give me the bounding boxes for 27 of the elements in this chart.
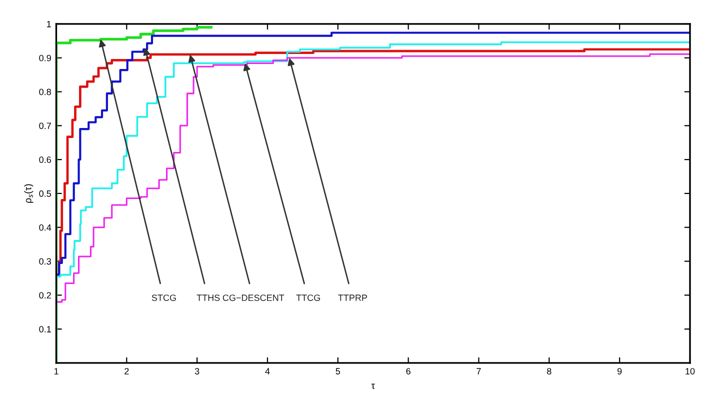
x-tick-label: 3 (194, 368, 200, 374)
y-tick-label: 1 (47, 21, 51, 28)
annotation: CG−DESCENT (222, 294, 284, 301)
annotation: TTHS (196, 294, 220, 301)
x-tick-label: 8 (547, 368, 552, 374)
y-tick-label: 0.7 (39, 122, 51, 130)
y-tick-label: 0.3 (39, 258, 51, 265)
y-tick-label: 0.4 (39, 224, 52, 231)
x-tick-label: 1 (54, 368, 58, 374)
x-tick-label: 4 (265, 368, 270, 374)
y-tick-label: 0.6 (39, 156, 51, 163)
x-tick-label: 6 (406, 368, 410, 374)
y-axis-title: ρ$_{s}$(τ) (24, 184, 34, 203)
x-tick-label: 7 (476, 368, 481, 374)
y-tick-label: 0.5 (39, 190, 51, 197)
annotation: TTPRP (338, 294, 368, 301)
x-tick-label: 9 (617, 368, 622, 374)
x-tick-label: 10 (686, 368, 695, 374)
x-axis-title: τ (371, 384, 375, 389)
y-tick-label: 0.8 (39, 88, 51, 96)
y-tick-label: 0.2 (39, 292, 51, 299)
y-tick-label: 0.9 (39, 54, 51, 62)
y-tick-label: 0.1 (39, 326, 51, 332)
x-tick-label: 2 (124, 368, 129, 374)
annotation: STCG (152, 294, 176, 301)
x-tick-label: 5 (336, 368, 340, 374)
annotation: TTCG (296, 294, 320, 301)
